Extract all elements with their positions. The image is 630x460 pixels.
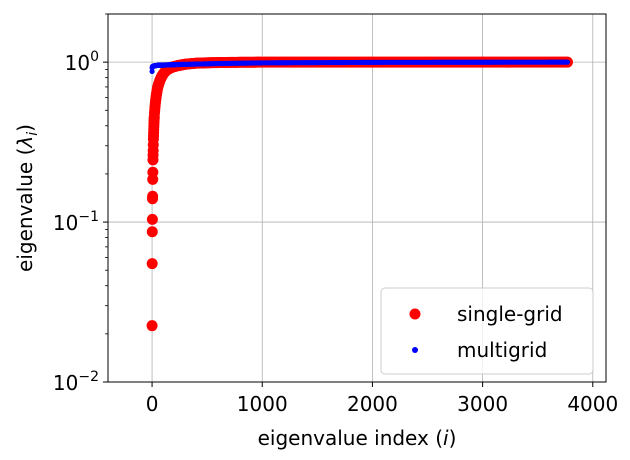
- multigrid-point: [564, 59, 571, 65]
- y-axis-label: eigenvalue (λi): [13, 124, 41, 272]
- legend-label-multigrid: multigrid: [457, 338, 547, 362]
- y-tick-label: 100: [65, 49, 99, 75]
- single-grid-point: [146, 226, 158, 238]
- legend-frame: [380, 287, 594, 375]
- single-grid-point: [146, 258, 158, 270]
- x-tick-label: 2000: [347, 392, 398, 416]
- x-axis-label: eigenvalue index (i): [258, 426, 457, 450]
- legend-marker-multigrid: [412, 347, 418, 353]
- legend-label-single-grid: single-grid: [457, 302, 563, 326]
- ticks: 0 1000 2000 3000 4000 10−2 10−1 100: [53, 13, 618, 416]
- single-grid-point: [147, 166, 159, 178]
- y-tick-label: 10−1: [53, 209, 99, 235]
- y-tick-label: 10−2: [53, 369, 99, 395]
- legend-marker-single-grid: [409, 308, 421, 320]
- series-multigrid: [149, 59, 571, 75]
- plot-frame: [107, 13, 607, 383]
- x-tick-label: 1000: [237, 392, 288, 416]
- single-grid-point: [146, 213, 158, 225]
- legend: single-grid multigrid: [380, 287, 594, 375]
- single-grid-point: [147, 190, 159, 202]
- x-tick-label: 0: [146, 392, 159, 416]
- x-tick-label: 3000: [457, 392, 508, 416]
- single-grid-point: [146, 320, 158, 332]
- series: [146, 56, 573, 332]
- x-tick-label: 4000: [567, 392, 618, 416]
